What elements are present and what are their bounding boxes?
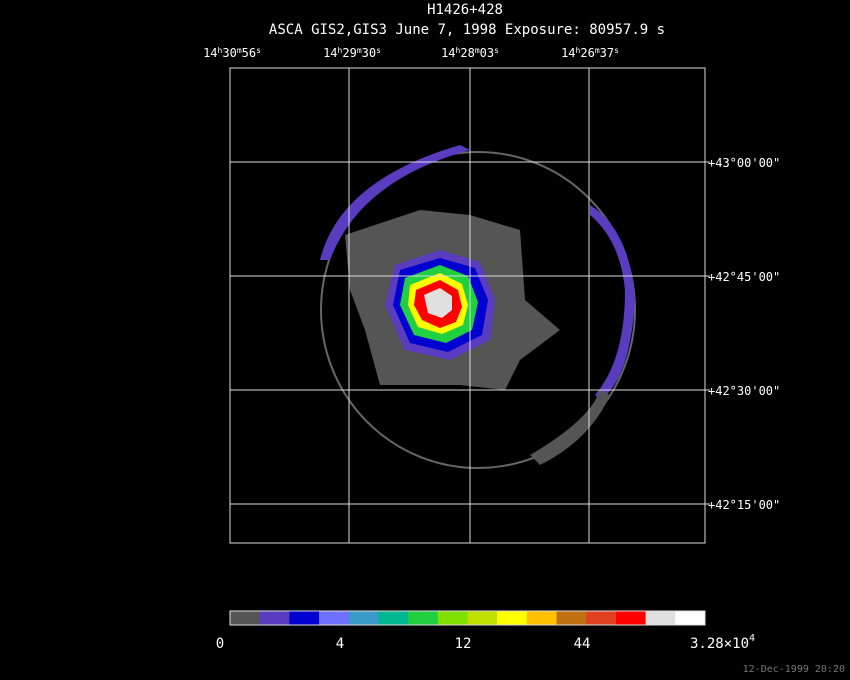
colorbar-label: 0 bbox=[216, 636, 224, 652]
ra-unit: h bbox=[576, 46, 581, 55]
ra-label: 14h30m56s bbox=[203, 46, 261, 60]
colorbar-swatch bbox=[348, 611, 379, 625]
dec-label: +43°00'00" bbox=[708, 156, 780, 170]
colorbar-label: 4 bbox=[336, 636, 344, 652]
ra-unit: h bbox=[218, 46, 223, 55]
edge-glow bbox=[530, 390, 610, 465]
dec-label: +42°30'00" bbox=[708, 384, 780, 398]
sky-image bbox=[320, 145, 636, 469]
colorbar-swatch bbox=[586, 611, 617, 625]
ra-unit: s bbox=[376, 46, 381, 55]
subtitle: ASCA GIS2,GIS3 June 7, 1998 Exposure: 80… bbox=[269, 22, 665, 38]
colorbar-swatch bbox=[675, 611, 706, 625]
ra-value: 03 bbox=[480, 46, 494, 60]
coordinate-grid bbox=[229, 67, 706, 544]
ra-label: 14h28m03s bbox=[441, 46, 499, 60]
colorbar-swatch bbox=[526, 611, 558, 625]
ra-unit: h bbox=[456, 46, 461, 55]
colorbar-max-label: 3.28×104 bbox=[690, 633, 755, 652]
ra-unit: m bbox=[357, 46, 362, 55]
ra-unit: s bbox=[614, 46, 619, 55]
colorbar-swatch bbox=[230, 611, 261, 625]
ra-value: 30 bbox=[222, 46, 236, 60]
colorbar-swatch bbox=[378, 611, 409, 625]
ra-value: 14 bbox=[561, 46, 575, 60]
frame bbox=[229, 67, 706, 544]
ra-unit: m bbox=[595, 46, 600, 55]
ra-label: 14h29m30s bbox=[323, 46, 381, 60]
colorbar-swatch bbox=[319, 611, 350, 625]
ra-value: 14 bbox=[323, 46, 337, 60]
core bbox=[424, 288, 452, 318]
ra-unit: m bbox=[237, 46, 242, 55]
mantissa: 3.28×10 bbox=[690, 636, 749, 652]
colorbar-swatch bbox=[556, 611, 587, 625]
ra-value: 37 bbox=[600, 46, 614, 60]
colorbar-label: 44 bbox=[574, 636, 591, 652]
colorbar-swatch bbox=[259, 611, 290, 625]
ra-value: 28 bbox=[460, 46, 474, 60]
colorbar-swatch bbox=[497, 611, 528, 625]
ra-value: 29 bbox=[342, 46, 356, 60]
colorbar-frame bbox=[229, 610, 706, 626]
ra-unit: h bbox=[338, 46, 343, 55]
colorbar-swatch bbox=[467, 611, 498, 625]
ra-value: 14 bbox=[203, 46, 217, 60]
ra-unit: s bbox=[256, 46, 261, 55]
colorbar-swatch bbox=[645, 611, 676, 625]
colorbar-swatch bbox=[408, 611, 439, 625]
ra-value: 56 bbox=[242, 46, 256, 60]
title: H1426+428 bbox=[427, 2, 503, 18]
colorbar-swatch bbox=[437, 611, 468, 625]
labels: 14h30m56s 14h29m30s 14h28m03s 14h26m37s+43°… bbox=[203, 46, 780, 652]
dec-label: +42°45'00" bbox=[708, 270, 780, 284]
colorbar-label: 12 bbox=[455, 636, 472, 652]
ra-value: 26 bbox=[580, 46, 594, 60]
ra-value: 30 bbox=[362, 46, 376, 60]
field-edge bbox=[320, 151, 636, 469]
exponent: 4 bbox=[749, 633, 755, 644]
timestamp: 12-Dec-1999 20:20 bbox=[743, 664, 845, 675]
ra-label: 14h26m37s bbox=[561, 46, 619, 60]
ra-unit: s bbox=[494, 46, 499, 55]
colorbar-swatch bbox=[289, 611, 320, 625]
ra-value: 14 bbox=[441, 46, 455, 60]
colorbar-swatch bbox=[615, 611, 647, 625]
dec-label: +42°15'00" bbox=[708, 498, 780, 512]
ra-unit: m bbox=[475, 46, 480, 55]
edge-glow bbox=[590, 205, 635, 400]
